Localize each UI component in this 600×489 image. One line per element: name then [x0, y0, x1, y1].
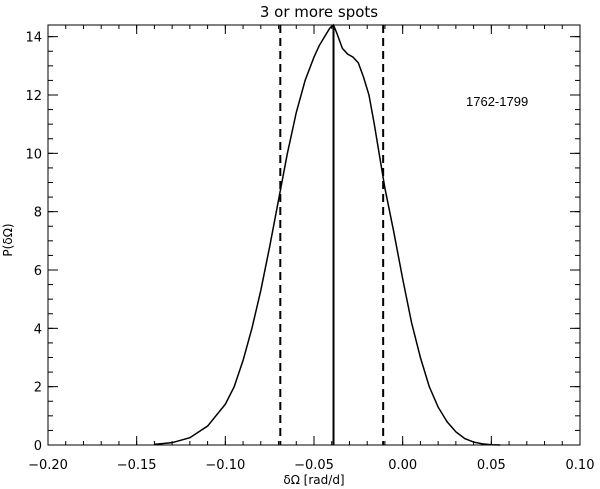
y-tick-label: 0: [34, 439, 42, 454]
x-tick-label: −0.20: [28, 458, 68, 473]
x-tick-label: 0.00: [388, 458, 417, 473]
x-tick-label: −0.15: [117, 458, 157, 473]
y-tick-label: 10: [25, 147, 42, 162]
y-tick-label: 14: [25, 31, 42, 46]
x-tick-label: 0.10: [566, 458, 595, 473]
period-annotation: 1762-1799: [466, 94, 528, 109]
y-tick-label: 6: [34, 264, 42, 279]
x-tick-label: −0.05: [294, 458, 334, 473]
x-tick-label: 0.05: [477, 458, 506, 473]
y-axis-title: P(δΩ): [1, 223, 15, 256]
y-tick-label: 2: [34, 381, 42, 396]
y-tick-label: 4: [34, 322, 42, 337]
plot-frame: [47, 24, 581, 446]
y-tick-label: 8: [34, 206, 42, 221]
x-axis-title: δΩ [rad/d]: [283, 473, 344, 487]
distribution-series: [154, 23, 501, 446]
y-tick-label: 12: [25, 89, 42, 104]
reference-lines: [279, 25, 385, 445]
x-axis: −0.20 −0.15 −0.10 −0.05 0.00 0.05 0.10: [28, 25, 594, 473]
x-tick-label: −0.10: [205, 458, 245, 473]
chart-title: 3 or more spots: [260, 3, 378, 21]
distribution-curve: [154, 23, 501, 446]
y-axis: 0 2 4 6 8 10 12 14: [25, 31, 580, 454]
